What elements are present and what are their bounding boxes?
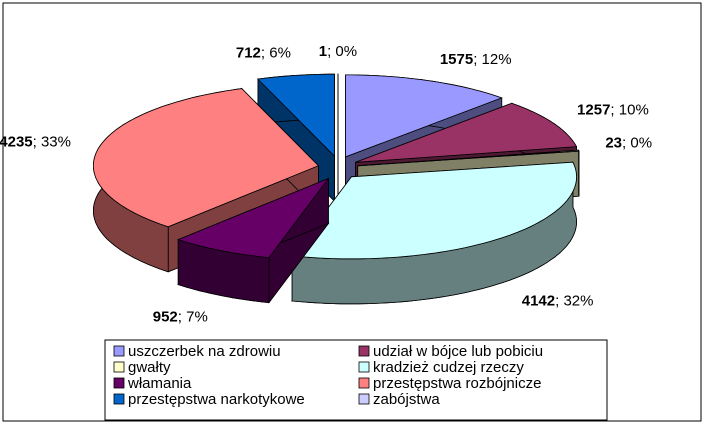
legend-swatch xyxy=(358,393,370,405)
legend-swatch xyxy=(358,361,370,373)
slice-top xyxy=(355,102,578,163)
slice-top xyxy=(345,74,503,158)
data-label-value: 1575 xyxy=(440,51,473,68)
data-label-rest: ; 7% xyxy=(178,308,208,325)
slice-top xyxy=(93,88,320,228)
data-label-value: 23 xyxy=(605,134,622,151)
data-label: 1; 0% xyxy=(319,43,357,60)
data-label-rest: ; 33% xyxy=(33,134,71,151)
legend-box xyxy=(104,339,608,421)
data-label: 952; 7% xyxy=(153,308,208,325)
data-label-value: 1257 xyxy=(577,102,610,119)
data-label-rest: ; 0% xyxy=(327,43,357,60)
data-label-rest: ; 32% xyxy=(555,293,593,310)
data-label: 712; 6% xyxy=(236,45,291,62)
legend-label: przestępstwa narkotykowe xyxy=(128,391,305,408)
data-label-rest: ; 0% xyxy=(622,134,652,151)
slice xyxy=(291,161,577,305)
data-label-rest: ; 6% xyxy=(261,45,291,62)
data-label-rest: ; 10% xyxy=(610,102,648,119)
data-label-value: 712 xyxy=(236,45,261,62)
data-label: 4142; 32% xyxy=(522,293,594,310)
legend-label: przestępstwa rozbójnicze xyxy=(373,375,541,392)
data-label: 1575; 12% xyxy=(440,51,512,68)
data-label-value: 1 xyxy=(319,43,327,60)
legend-label: włamania xyxy=(127,375,192,392)
data-label: 4235; 33% xyxy=(0,134,71,151)
slice-top xyxy=(257,73,335,158)
slice-top xyxy=(177,177,330,259)
legend-swatch xyxy=(113,377,125,389)
legend-swatch xyxy=(358,377,370,389)
legend-label: kradzież cudzej rzeczy xyxy=(373,359,524,376)
slice xyxy=(177,177,330,304)
data-label-value: 4142 xyxy=(522,293,555,310)
legend-swatch xyxy=(113,361,125,373)
data-label-value: 952 xyxy=(153,308,178,325)
slice-top xyxy=(291,161,577,260)
data-label: 23; 0% xyxy=(605,134,652,151)
data-label-value: 4235 xyxy=(0,134,33,151)
legend-label: udział w bójce lub pobiciu xyxy=(373,343,543,360)
data-label: 1257; 10% xyxy=(577,102,649,119)
legend-swatch xyxy=(113,393,125,405)
slice-top xyxy=(357,149,580,167)
legend-label: zabójstwa xyxy=(373,391,440,408)
legend-label: gwałty xyxy=(128,359,171,376)
legend-swatch xyxy=(113,345,125,357)
legend-swatch xyxy=(358,345,370,357)
data-label-rest: ; 12% xyxy=(473,51,511,68)
legend-label: uszczerbek na zdrowiu xyxy=(128,343,281,360)
